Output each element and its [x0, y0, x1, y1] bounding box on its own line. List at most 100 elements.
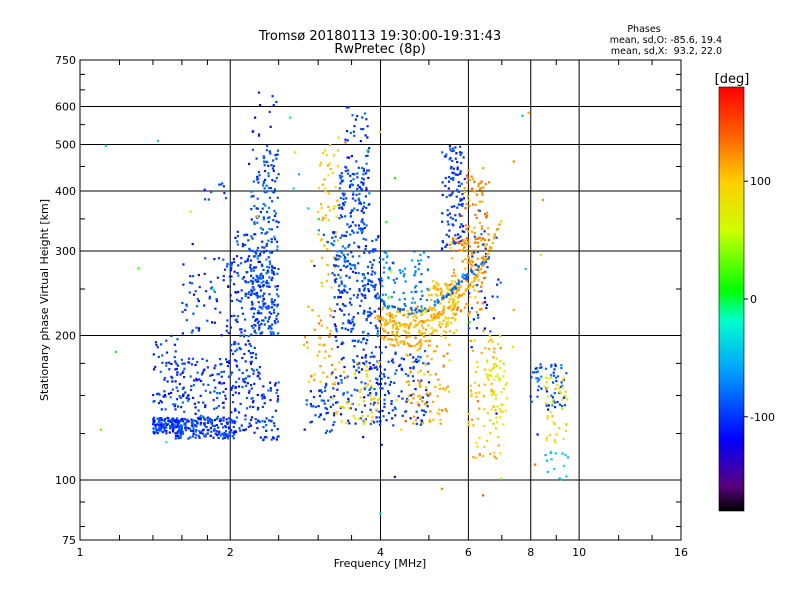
data-point	[170, 421, 173, 424]
data-point	[250, 293, 253, 296]
data-point	[252, 277, 255, 280]
data-point	[360, 220, 363, 223]
data-point	[232, 425, 235, 429]
data-point	[257, 260, 260, 263]
data-point	[359, 417, 362, 420]
data-point	[400, 428, 403, 431]
data-point	[227, 375, 231, 378]
data-point	[357, 366, 360, 369]
data-point	[419, 423, 422, 426]
data-point	[421, 422, 424, 425]
data-point	[265, 417, 268, 420]
data-point	[493, 390, 496, 393]
data-point	[226, 360, 229, 363]
plot-frame	[79, 59, 682, 541]
data-point	[451, 257, 454, 260]
data-point	[238, 299, 241, 303]
data-point	[440, 292, 443, 295]
data-point	[198, 417, 201, 421]
data-point	[354, 199, 357, 202]
data-point	[432, 306, 435, 310]
data-point	[177, 435, 180, 438]
data-point	[156, 392, 159, 396]
data-point	[560, 404, 564, 408]
data-point	[245, 384, 248, 387]
data-point	[550, 450, 553, 453]
data-point	[444, 389, 447, 392]
data-point	[341, 192, 344, 195]
data-point	[269, 125, 272, 128]
data-point	[170, 391, 173, 394]
data-point	[332, 256, 335, 259]
data-point	[396, 310, 399, 314]
data-point	[339, 413, 343, 416]
data-point	[341, 291, 344, 294]
data-point	[482, 494, 485, 497]
data-point	[182, 370, 185, 373]
data-point	[452, 297, 455, 301]
data-point	[327, 273, 330, 276]
data-point	[274, 238, 277, 241]
data-point	[381, 387, 384, 390]
data-point	[373, 286, 376, 289]
data-point	[318, 415, 321, 418]
data-point	[395, 277, 398, 280]
data-point	[179, 373, 182, 376]
data-point	[365, 342, 368, 345]
data-point	[275, 293, 279, 296]
data-point	[318, 343, 321, 346]
data-point	[187, 397, 191, 400]
data-point	[232, 384, 235, 387]
data-point	[224, 426, 228, 429]
data-point	[257, 171, 260, 174]
data-point	[358, 201, 362, 204]
data-point	[329, 332, 332, 336]
data-point	[391, 320, 394, 323]
data-point	[170, 334, 173, 337]
data-point	[360, 341, 363, 344]
data-point	[241, 372, 244, 375]
data-point	[257, 134, 260, 137]
data-point	[446, 352, 449, 355]
data-point	[263, 180, 266, 183]
data-point	[160, 428, 163, 431]
data-point	[418, 330, 421, 333]
data-point	[492, 366, 495, 370]
data-point	[352, 263, 355, 267]
data-point	[354, 271, 357, 274]
data-point	[176, 425, 179, 428]
data-point	[198, 436, 201, 439]
data-point	[251, 282, 254, 285]
data-point	[195, 326, 198, 329]
data-point	[273, 209, 276, 213]
data-point	[435, 345, 439, 348]
data-point	[185, 304, 188, 308]
data-point	[454, 173, 457, 176]
data-point	[358, 227, 361, 230]
data-point	[354, 118, 357, 121]
data-point	[564, 390, 567, 393]
data-point	[345, 422, 348, 425]
data-point	[249, 352, 252, 355]
data-point	[500, 410, 503, 413]
data-point	[387, 322, 390, 325]
data-point	[398, 311, 401, 314]
data-point	[190, 331, 193, 334]
data-point	[429, 319, 432, 322]
data-point	[196, 421, 199, 424]
data-point	[191, 243, 194, 246]
data-point	[402, 275, 405, 278]
data-point	[159, 427, 162, 430]
data-point	[474, 296, 477, 299]
data-point	[181, 401, 184, 404]
data-point	[252, 195, 255, 198]
data-point	[475, 311, 478, 314]
data-point	[222, 390, 225, 393]
data-point	[499, 347, 502, 350]
data-point	[277, 381, 280, 384]
data-point	[270, 240, 273, 244]
data-point	[562, 396, 565, 399]
data-point	[445, 233, 448, 236]
data-point	[476, 284, 479, 287]
data-point	[252, 250, 256, 253]
